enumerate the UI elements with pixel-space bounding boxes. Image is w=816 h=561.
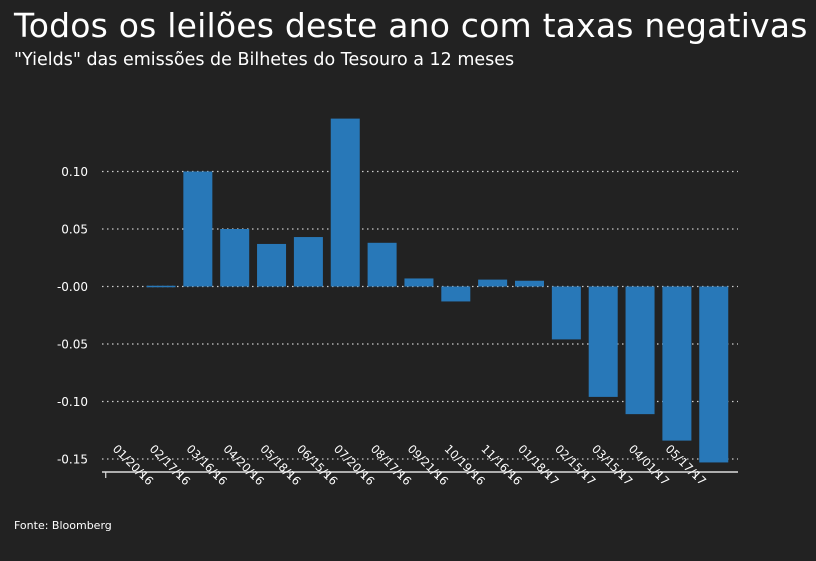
- bar: [404, 278, 434, 287]
- bar: [551, 286, 581, 340]
- x-axis-tick-marks: [105, 472, 696, 478]
- y-tick-label: -0.00: [57, 280, 88, 294]
- y-tick-label: 0.10: [61, 165, 88, 179]
- y-tick-label: -0.10: [57, 395, 88, 409]
- bar: [699, 286, 729, 463]
- bar: [588, 286, 618, 397]
- bar: [183, 171, 213, 287]
- y-tick-label: -0.15: [57, 453, 88, 467]
- chart-subtitle: "Yields" das emissões de Bilhetes do Tes…: [14, 50, 515, 70]
- x-axis-tick-labels: 01/20/1602/17/1603/16/1604/20/1605/18/16…: [110, 442, 709, 488]
- bar: [330, 118, 360, 287]
- bar: [220, 229, 250, 287]
- y-tick-label: 0.05: [61, 223, 88, 237]
- bar: [625, 286, 655, 415]
- bar: [367, 242, 397, 287]
- chart-title: Todos os leilões deste ano com taxas neg…: [14, 6, 808, 45]
- bar: [441, 286, 471, 302]
- source-note: Fonte: Bloomberg: [14, 519, 112, 532]
- bar: [662, 286, 692, 441]
- bar: [515, 280, 544, 287]
- bar: [293, 237, 323, 287]
- bar: [257, 243, 287, 287]
- y-axis-tick-labels: 0.10 0.05 -0.00 -0.05 -0.10 -0.15: [57, 165, 88, 467]
- y-tick-label: -0.05: [57, 338, 88, 352]
- bars: [146, 118, 729, 463]
- bar: [146, 285, 176, 288]
- bar: [478, 279, 508, 287]
